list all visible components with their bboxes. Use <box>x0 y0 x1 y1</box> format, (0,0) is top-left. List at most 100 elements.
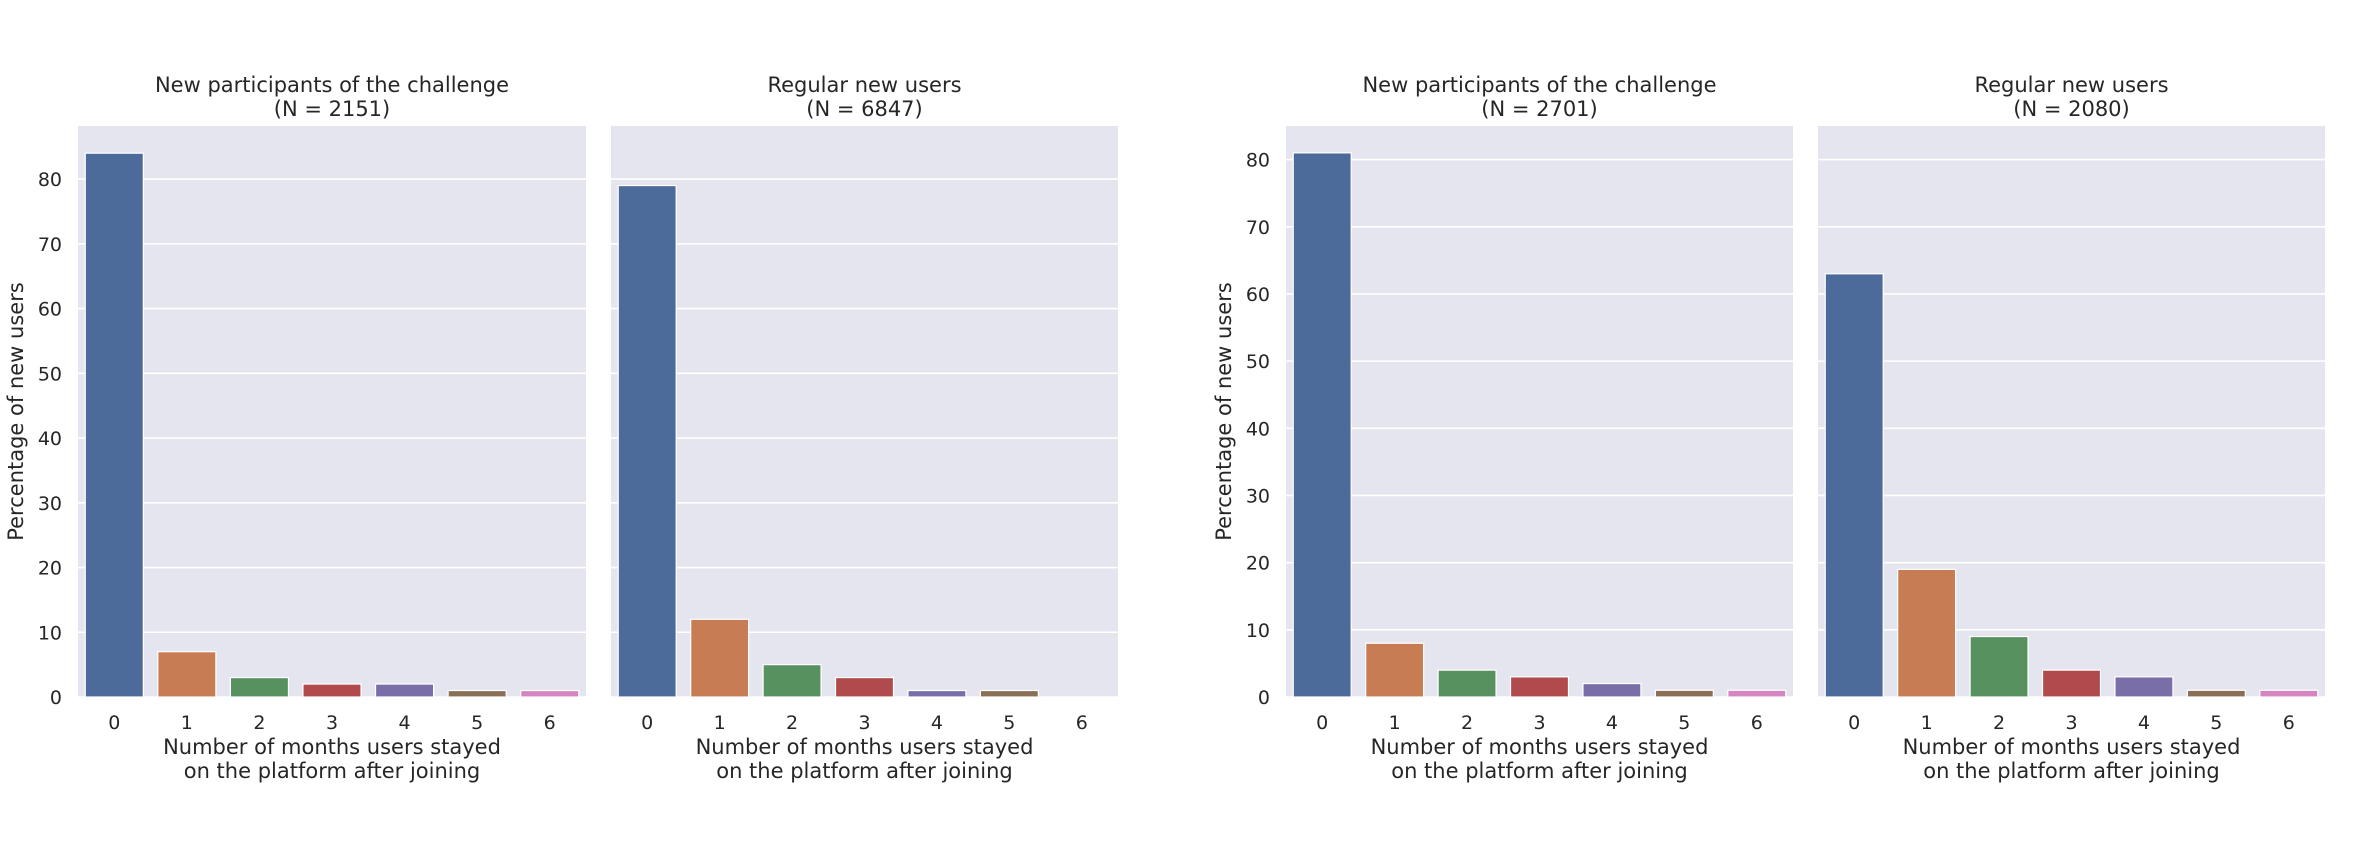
bar-month-1 <box>1365 642 1425 698</box>
y-tick-label: 70 <box>1246 217 1270 239</box>
bar-month-0 <box>1824 273 1884 698</box>
bar-month-3 <box>1509 676 1570 698</box>
facet-title: Regular new users <box>1974 73 2168 97</box>
bar-month-2 <box>1437 669 1497 698</box>
bar-month-6 <box>520 689 580 698</box>
y-axis-label: Percentage of new users <box>1212 282 1236 541</box>
x-tick-label: 0 <box>108 712 120 734</box>
y-tick-label: 50 <box>1246 351 1270 373</box>
y-axis-label: Percentage of new users <box>4 282 28 541</box>
y-tick-label: 30 <box>1246 485 1270 507</box>
x-axis-label: Number of months users stayed <box>163 735 501 759</box>
x-tick-label: 6 <box>544 712 556 734</box>
facet-subtitle: (N = 2080) <box>2013 97 2129 121</box>
plot-area <box>78 126 586 697</box>
x-tick-label: 5 <box>1678 712 1690 734</box>
y-tick-label: 10 <box>1246 620 1270 642</box>
bar-month-0 <box>1292 152 1352 698</box>
x-axis-label: on the platform after joining <box>184 759 481 783</box>
x-tick-label: 3 <box>2065 712 2077 734</box>
x-tick-label: 1 <box>1921 712 1933 734</box>
x-tick-label: 5 <box>1003 712 1015 734</box>
bar-month-4 <box>2114 676 2174 698</box>
x-tick-label: 4 <box>931 712 943 734</box>
bar-month-4 <box>374 683 435 698</box>
y-tick-label: 60 <box>1246 284 1270 306</box>
y-tick-label: 0 <box>1258 687 1270 709</box>
x-tick-label: 3 <box>326 712 338 734</box>
bar-month-1 <box>1897 568 1957 698</box>
x-axis-label: on the platform after joining <box>1391 759 1688 783</box>
bar-month-5 <box>447 689 507 698</box>
x-tick-label: 3 <box>1533 712 1545 734</box>
facet-title: Regular new users <box>767 73 961 97</box>
bar-month-5 <box>1654 689 1714 698</box>
bar-month-5 <box>2186 689 2246 698</box>
bar-month-2 <box>762 664 822 698</box>
bar-month-4 <box>907 689 967 698</box>
y-tick-label: 70 <box>38 234 62 256</box>
y-tick-label: 50 <box>38 363 62 385</box>
x-tick-label: 2 <box>1993 712 2005 734</box>
x-tick-label: 6 <box>2283 712 2295 734</box>
bar-month-3 <box>2041 669 2102 698</box>
chart-panel-1: 0 10 20 30 40 50 60 70 80 0 1 2 3 4 5 6 New participants… <box>4 73 586 783</box>
bar-month-6 <box>1727 689 1787 698</box>
x-tick-label: 6 <box>1751 712 1763 734</box>
bar-month-3 <box>302 683 362 698</box>
bar-month-3 <box>834 676 895 698</box>
x-tick-label: 4 <box>399 712 411 734</box>
facet-subtitle: (N = 2701) <box>1481 97 1597 121</box>
x-tick-label: 3 <box>858 712 870 734</box>
plot-area <box>1818 126 2325 697</box>
bar-month-2 <box>1969 635 2029 698</box>
x-tick-label: 1 <box>181 712 193 734</box>
y-tick-label: 80 <box>1246 150 1270 172</box>
x-tick-label: 0 <box>641 712 653 734</box>
bar-month-6 <box>2259 689 2319 698</box>
x-tick-label: 6 <box>1076 712 1088 734</box>
facet-subtitle: (N = 6847) <box>806 97 922 121</box>
facet-subtitle: (N = 2151) <box>274 97 390 121</box>
x-tick-label: 2 <box>786 712 798 734</box>
plot-area <box>611 126 1118 697</box>
x-axis-label: Number of months users stayed <box>1903 735 2241 759</box>
x-tick-label: 2 <box>253 712 265 734</box>
bar-month-1 <box>157 651 217 698</box>
x-tick-label: 0 <box>1848 712 1860 734</box>
x-axis-label: Number of months users stayed <box>1371 735 1709 759</box>
bar-month-2 <box>229 676 290 698</box>
facet-title: New participants of the challenge <box>1362 73 1716 97</box>
bar-month-1 <box>690 618 750 698</box>
y-tick-label: 10 <box>38 622 62 644</box>
y-tick-label: 80 <box>38 169 62 191</box>
x-axis-label: on the platform after joining <box>1923 759 2220 783</box>
x-tick-label: 4 <box>1606 712 1618 734</box>
y-tick-label: 40 <box>1246 418 1270 440</box>
bar-month-0 <box>84 152 144 698</box>
y-tick-label: 20 <box>38 558 62 580</box>
bar-month-5 <box>979 689 1039 698</box>
x-axis-label: Number of months users stayed <box>696 735 1034 759</box>
y-tick-label: 20 <box>1246 553 1270 575</box>
x-tick-label: 4 <box>2138 712 2150 734</box>
y-tick-label: 0 <box>50 687 62 709</box>
bar-month-0 <box>617 184 677 698</box>
chart-panel-3: 0 10 20 30 40 50 60 70 80 0 1 2 3 4 5 6 New participants… <box>1212 73 1793 783</box>
bar-month-4 <box>1582 682 1642 698</box>
x-axis-label: on the platform after joining <box>716 759 1013 783</box>
x-tick-label: 5 <box>471 712 483 734</box>
y-tick-label: 40 <box>38 428 62 450</box>
y-tick-label: 30 <box>38 493 62 515</box>
x-tick-label: 5 <box>2210 712 2222 734</box>
x-tick-label: 1 <box>714 712 726 734</box>
facet-title: New participants of the challenge <box>155 73 509 97</box>
chart-panel-2: 0 1 2 3 4 5 6 Regular new users(N = 6847) Number… <box>611 73 1118 783</box>
x-tick-label: 2 <box>1461 712 1473 734</box>
plot-area <box>1286 126 1793 697</box>
x-tick-label: 0 <box>1316 712 1328 734</box>
y-tick-label: 60 <box>38 299 62 321</box>
x-tick-label: 1 <box>1389 712 1401 734</box>
chart-panel-4: 0 1 2 3 4 5 6 Regular new users(N = 2080) Number… <box>1818 73 2325 783</box>
